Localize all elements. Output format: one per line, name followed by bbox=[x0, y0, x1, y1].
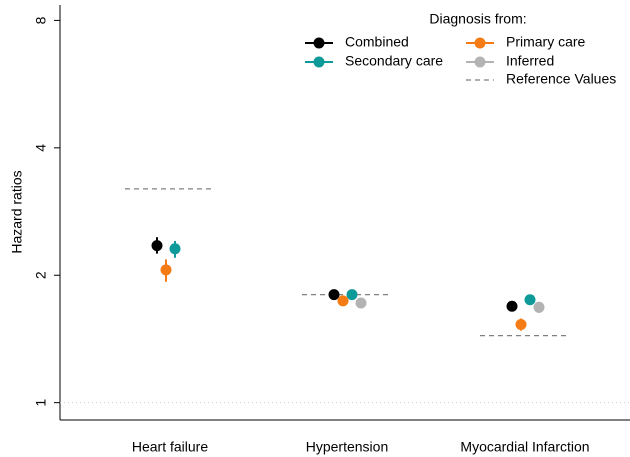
legend-label: Combined bbox=[345, 34, 409, 50]
y-tick-label: 4 bbox=[33, 144, 49, 152]
legend-marker bbox=[474, 56, 486, 68]
legend-label: Inferred bbox=[506, 53, 554, 69]
point bbox=[506, 300, 518, 312]
x-tick-label: Myocardial Infarction bbox=[460, 439, 589, 455]
x-tick-label: Hypertension bbox=[306, 439, 389, 455]
y-tick-label: 8 bbox=[33, 16, 49, 24]
point bbox=[169, 243, 181, 255]
x-tick-label: Heart failure bbox=[132, 439, 208, 455]
point bbox=[160, 264, 172, 276]
point bbox=[355, 297, 367, 309]
y-tick-label: 2 bbox=[33, 271, 49, 279]
legend-marker bbox=[474, 37, 486, 49]
legend-title: Diagnosis from: bbox=[429, 11, 526, 27]
legend-label: Secondary care bbox=[345, 53, 443, 69]
point bbox=[346, 289, 358, 301]
point bbox=[515, 318, 527, 330]
point bbox=[151, 240, 163, 252]
point bbox=[328, 289, 340, 301]
point bbox=[533, 301, 545, 313]
y-tick-label: 1 bbox=[33, 399, 49, 407]
legend-label: Primary care bbox=[506, 34, 586, 50]
y-axis-label: Hazard ratios bbox=[9, 170, 25, 253]
point bbox=[337, 295, 349, 307]
legend-label: Reference Values bbox=[506, 71, 616, 87]
point bbox=[524, 294, 536, 306]
legend-marker bbox=[313, 56, 325, 68]
legend-marker bbox=[313, 37, 325, 49]
